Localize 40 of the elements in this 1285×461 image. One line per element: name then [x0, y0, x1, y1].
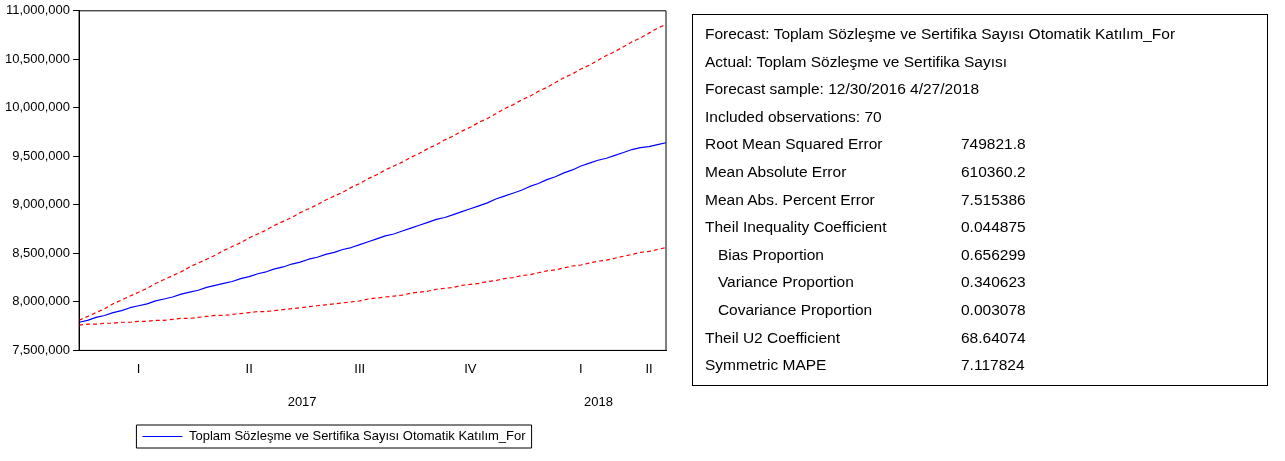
y-tick-label: 10,000,000	[4, 99, 71, 115]
y-tick-label: 11,000,000	[5, 2, 71, 18]
category-label: Theil U2 Coefficient	[705, 327, 841, 348]
text: 2017	[287, 393, 317, 409]
x-tick-label: II	[245, 360, 253, 376]
y-tick-label: 8,500,000	[12, 244, 71, 260]
text: Forecast: Toplam Sözleşme ve Sertifika Sayısı Otomatik Katılım_For	[704, 24, 1177, 44]
x-tick-label: I	[579, 360, 583, 376]
y-tick-label: 9,000,000	[12, 196, 71, 212]
category-label: Symmetric MAPE	[705, 355, 828, 376]
x-tick-label: II	[645, 360, 653, 376]
category-label: Covariance Proportion	[716, 299, 874, 320]
text: 0.044875	[961, 218, 1026, 236]
x-tick-label: I	[136, 360, 141, 376]
text: 2018	[584, 393, 613, 409]
category-label: Variance Proportion	[716, 272, 855, 293]
text: 7.515386	[961, 190, 1026, 208]
y-tick-label: 10,500,000	[4, 50, 71, 66]
legend-label: Toplam Sözleşme ve Sertifika Sayısı Otomatik Katılım_For	[188, 428, 527, 444]
text: 0.003078	[961, 300, 1026, 318]
x-tick-label: III	[354, 360, 366, 376]
text: Actual: Toplam Sözleşme ve Sertifika Sayısı	[704, 51, 1009, 72]
text: 610360.2	[961, 162, 1026, 180]
text: 7.117824	[961, 356, 1025, 374]
category-label: Bias Proportion	[716, 244, 825, 265]
y-tick-label: 8,000,000	[12, 293, 71, 309]
text: 68.64074	[961, 328, 1026, 346]
text: 749821.8	[961, 135, 1026, 153]
y-tick-label: 9,500,000	[12, 147, 71, 163]
x-tick-label: IV	[464, 360, 477, 376]
text: 0.656299	[961, 245, 1026, 263]
line-series	[78, 246, 667, 326]
category-label: Mean Abs. Percent Error	[705, 189, 876, 210]
text: Forecast sample: 12/30/2016 4/27/2018	[704, 79, 981, 100]
category-label: Mean Absolute Error	[705, 161, 848, 182]
text: Included observations: 70	[704, 106, 883, 127]
y-tick-label: 7,500,000	[12, 341, 71, 357]
text: 0.340623	[961, 273, 1026, 291]
category-label: Root Mean Squared Error	[705, 134, 884, 155]
category-label: Theil Inequality Coefficient	[705, 217, 888, 238]
